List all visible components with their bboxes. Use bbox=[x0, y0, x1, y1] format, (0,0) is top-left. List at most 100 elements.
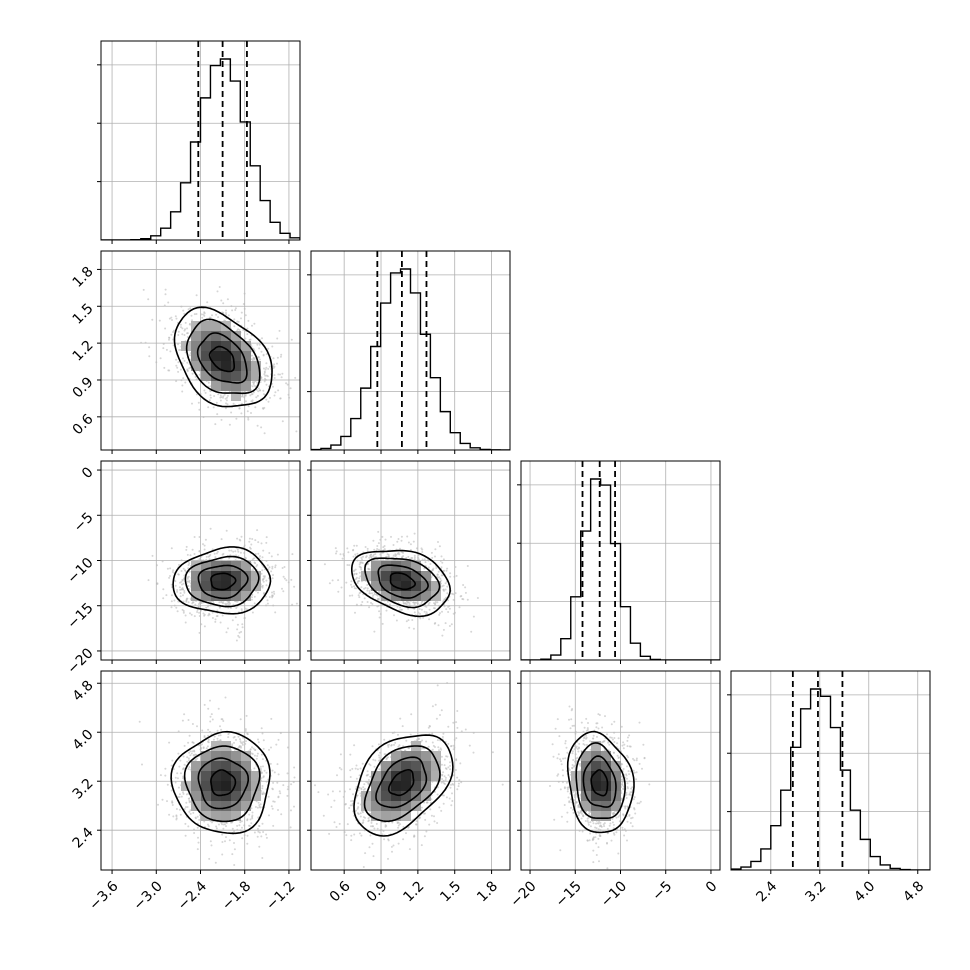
scatter-point bbox=[200, 313, 203, 316]
scatter-point bbox=[378, 756, 381, 759]
scatter-point bbox=[387, 554, 390, 556]
scatter-point bbox=[188, 734, 191, 737]
scatter-point bbox=[277, 773, 280, 776]
scatter-point bbox=[207, 823, 209, 826]
scatter-point bbox=[272, 590, 275, 593]
density-cell bbox=[391, 571, 401, 581]
scatter-point bbox=[177, 796, 179, 798]
density-cell bbox=[201, 791, 211, 801]
scatter-point bbox=[211, 314, 213, 317]
scatter-point bbox=[196, 848, 199, 851]
scatter-point bbox=[377, 598, 380, 601]
density-cell bbox=[211, 781, 221, 791]
scatter-point bbox=[186, 336, 189, 338]
scatter-point bbox=[151, 318, 154, 321]
scatter-point bbox=[256, 564, 259, 566]
scatter-point bbox=[265, 833, 268, 836]
scatter-point bbox=[419, 617, 422, 620]
scatter-point bbox=[187, 825, 190, 828]
contour-line bbox=[172, 546, 272, 615]
scatter-point bbox=[224, 397, 227, 400]
scatter-point bbox=[381, 535, 384, 538]
scatter-point bbox=[233, 318, 236, 321]
scatter-point bbox=[195, 378, 198, 381]
scatter-point bbox=[351, 594, 354, 597]
contour-line bbox=[210, 769, 237, 797]
scatter-point bbox=[191, 372, 194, 375]
scatter-point bbox=[202, 612, 205, 615]
scatter-point bbox=[230, 305, 233, 308]
scatter-point bbox=[356, 559, 359, 562]
y-tick-label: 1.5 bbox=[70, 301, 97, 328]
scatter-point bbox=[261, 337, 263, 340]
scatter-point bbox=[272, 604, 275, 607]
scatter-point bbox=[207, 381, 210, 384]
scatter-point bbox=[235, 738, 237, 741]
scatter-point bbox=[241, 743, 244, 746]
density-cell bbox=[211, 771, 221, 781]
scatter-point bbox=[177, 600, 180, 603]
scatter-point bbox=[256, 827, 259, 830]
scatter-point bbox=[288, 396, 291, 399]
scatter-point bbox=[366, 584, 369, 586]
density-cell bbox=[221, 801, 231, 811]
scatter-point bbox=[184, 621, 187, 624]
scatter-point bbox=[200, 623, 203, 626]
scatter-point bbox=[239, 829, 242, 832]
scatter-point bbox=[244, 607, 247, 610]
panel-0-0 bbox=[97, 40, 301, 244]
contour-line bbox=[389, 572, 417, 591]
scatter-point bbox=[176, 590, 179, 593]
scatter-point bbox=[211, 718, 214, 721]
scatter-point bbox=[362, 786, 365, 789]
scatter-point bbox=[221, 853, 224, 856]
scatter-point bbox=[194, 375, 197, 378]
scatter-point bbox=[460, 781, 463, 784]
scatter-point bbox=[233, 741, 235, 744]
scatter-point bbox=[211, 611, 214, 614]
scatter-point bbox=[355, 777, 358, 780]
scatter-point bbox=[179, 592, 182, 595]
contour-line bbox=[183, 745, 261, 823]
scatter-point bbox=[276, 356, 279, 359]
scatter-point bbox=[394, 553, 397, 556]
panel-3-0: 2.43.24.04.8−3.6 −3.0 −2.4 −1.8 −1.2 bbox=[70, 670, 301, 914]
scatter-point bbox=[224, 696, 227, 699]
density-cell bbox=[221, 331, 231, 341]
scatter-point bbox=[441, 610, 443, 613]
scatter-point bbox=[232, 402, 235, 405]
density-cell bbox=[211, 761, 221, 771]
scatter-point bbox=[188, 797, 191, 800]
scatter-point bbox=[168, 336, 170, 339]
scatter-point bbox=[359, 792, 362, 795]
scatter-point bbox=[441, 574, 444, 577]
scatter-point bbox=[164, 774, 167, 777]
scatter-point bbox=[373, 548, 376, 551]
scatter-point bbox=[170, 606, 173, 609]
scatter-point bbox=[253, 595, 256, 598]
scatter-point bbox=[187, 580, 190, 583]
density-cell bbox=[201, 811, 211, 821]
density-cell bbox=[201, 331, 211, 341]
scatter-point bbox=[199, 744, 202, 747]
scatter-point bbox=[185, 545, 188, 548]
scatter-point bbox=[202, 559, 205, 562]
scatter-point bbox=[164, 327, 167, 330]
scatter-point bbox=[175, 317, 178, 320]
scatter-point bbox=[175, 380, 178, 383]
scatter-point bbox=[434, 601, 437, 603]
density-cell bbox=[251, 781, 261, 791]
scatter-point bbox=[196, 611, 199, 613]
scatter-point bbox=[243, 834, 246, 837]
scatter-point bbox=[138, 720, 141, 723]
scatter-point bbox=[220, 718, 223, 721]
scatter-point bbox=[195, 393, 198, 396]
scatter-point bbox=[439, 560, 442, 562]
scatter-point bbox=[359, 561, 362, 564]
scatter-point bbox=[425, 605, 428, 608]
scatter-point bbox=[195, 753, 198, 756]
scatter-point bbox=[182, 377, 185, 380]
scatter-point bbox=[251, 381, 254, 384]
density-cell bbox=[211, 371, 221, 381]
density-cell bbox=[211, 561, 221, 571]
